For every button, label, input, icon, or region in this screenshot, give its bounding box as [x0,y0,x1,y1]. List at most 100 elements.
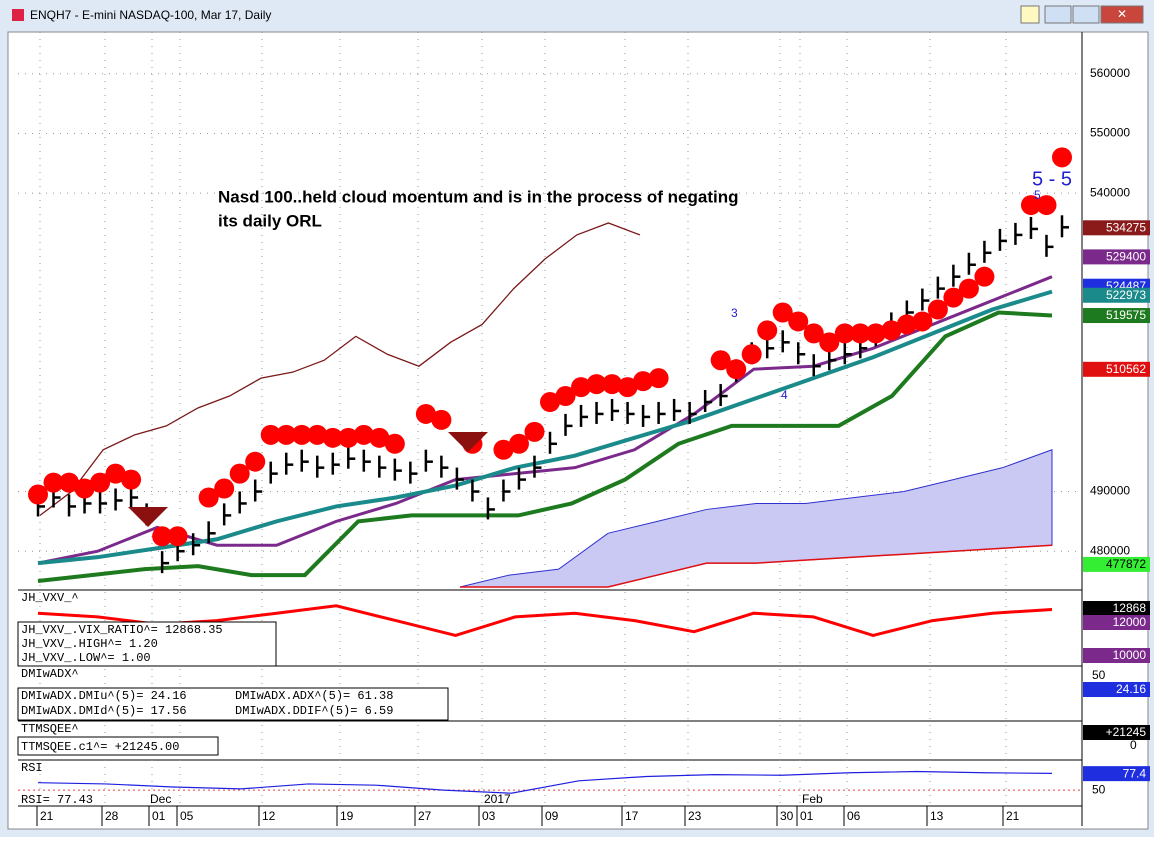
signal-dot [152,526,173,547]
vxv-marker-label: 12000 [1113,615,1147,629]
signal-dot [633,371,654,392]
signal-dot [571,377,592,398]
price-marker [1083,220,1150,236]
rsi-axis-label: 50 [1092,782,1106,796]
cloud-base [460,544,1053,588]
signal-dot [524,421,545,442]
price-marker-label: 477872 [1106,557,1146,571]
date-label: 27 [418,809,432,823]
panel-text: JH_VXV_.VIX_RATIO^= 12868.35 [21,623,223,637]
date-label: 23 [688,809,702,823]
signal-dot [974,266,995,287]
signal-dot [431,409,452,430]
signal-dot [881,320,902,341]
panel-text: JH_VXV_^ [21,591,79,605]
signal-dot [1052,147,1072,168]
date-label: 01 [152,809,166,823]
panel-text: DMIwADX^ [21,667,79,681]
panel-text: TTMSQEE^ [21,722,79,736]
vxv-marker-label: 12868 [1113,601,1147,615]
signal-dot [741,344,762,365]
date-label: 13 [930,809,944,823]
signal-dot [28,484,48,505]
price-marker [1083,249,1150,265]
signal-dot [865,323,886,344]
arrow [448,432,488,452]
readout-box [17,687,449,721]
signal-dot [1036,195,1057,216]
signal-dot [617,377,638,398]
annotation: its daily ORL [218,211,322,230]
signal-dot [245,451,266,472]
signal-dot [508,433,529,454]
signal-dot [958,278,979,299]
pin-button[interactable] [1020,5,1040,24]
price-marker-label: 529400 [1106,250,1146,264]
signal-dot [772,302,793,323]
price-marker [1083,361,1150,377]
panel-text: TTMSQEE.c1^= +21245.00 [21,740,179,754]
price-marker-label: 534275 [1106,220,1146,234]
rsi-line [37,770,1053,794]
date-label: 17 [625,809,639,823]
vxv-marker [1083,648,1150,663]
signal-dot [307,424,328,445]
signal-dot [369,427,390,448]
signal-dot [291,424,312,445]
wave-label: 5 [1034,188,1041,202]
signal-dot [214,478,235,499]
signal-dot [819,332,840,353]
maximize-button[interactable] [1072,5,1100,24]
signal-dot [384,433,405,454]
wave-label: 4 [781,388,788,402]
signal-dot [943,287,964,308]
close-icon: ✕ [1117,7,1127,21]
month-label: Feb [802,792,823,806]
app-icon [12,9,24,21]
date-label: 21 [1006,809,1020,823]
price-marker-label: 510562 [1106,362,1146,376]
panel-text: JH_VXV_.LOW^= 1.00 [21,651,151,665]
signal-dot [229,463,250,484]
date-label: 30 [780,809,794,823]
indicator-line [39,222,641,516]
month-label: 2017 [484,792,511,806]
signal-dot [121,469,142,490]
date-label: 19 [340,809,354,823]
signal-dot [803,323,824,344]
signal-dot [198,487,219,508]
signal-dot [260,424,281,445]
minimize-button[interactable] [1044,5,1072,24]
signal-dot [757,320,778,341]
dmi-marker [1083,682,1150,697]
price-marker [1083,287,1150,303]
price-marker [1083,556,1150,572]
signal-dot [648,368,669,389]
close-button[interactable] [1100,5,1144,24]
signal-dot [927,299,948,320]
readout-box [17,621,277,667]
signal-dot [788,311,809,332]
panel-text: DMIwADX.ADX^(5)= 61.38 [235,689,393,703]
signal-dot [726,359,747,380]
signal-dot [834,323,855,344]
panel-text: RSI= 77.43 [21,793,93,807]
signal-dot [74,478,95,499]
dmi-axis-label: 50 [1092,668,1106,682]
signal-dot [555,386,576,407]
signal-dot [540,392,560,413]
signal-dot [493,439,514,460]
dmi-marker-label: 24.16 [1116,682,1146,696]
date-label: 21 [40,809,54,823]
panel-text: RSI [21,761,43,775]
panel-text: JH_VXV_.HIGH^= 1.20 [21,637,158,651]
month-label: Dec [150,792,171,806]
price-marker [1083,308,1150,324]
annotation: Nasd 100..held cloud moentum and is in t… [218,187,738,206]
vxv-marker-label: 10000 [1113,648,1147,662]
signal-dot [586,374,607,395]
signal-dot [105,463,126,484]
panel-text: DMIwADX.DMIu^(5)= 24.16 [21,689,187,703]
price-tick-label: 550000 [1090,126,1130,140]
signal-dot [415,403,436,424]
